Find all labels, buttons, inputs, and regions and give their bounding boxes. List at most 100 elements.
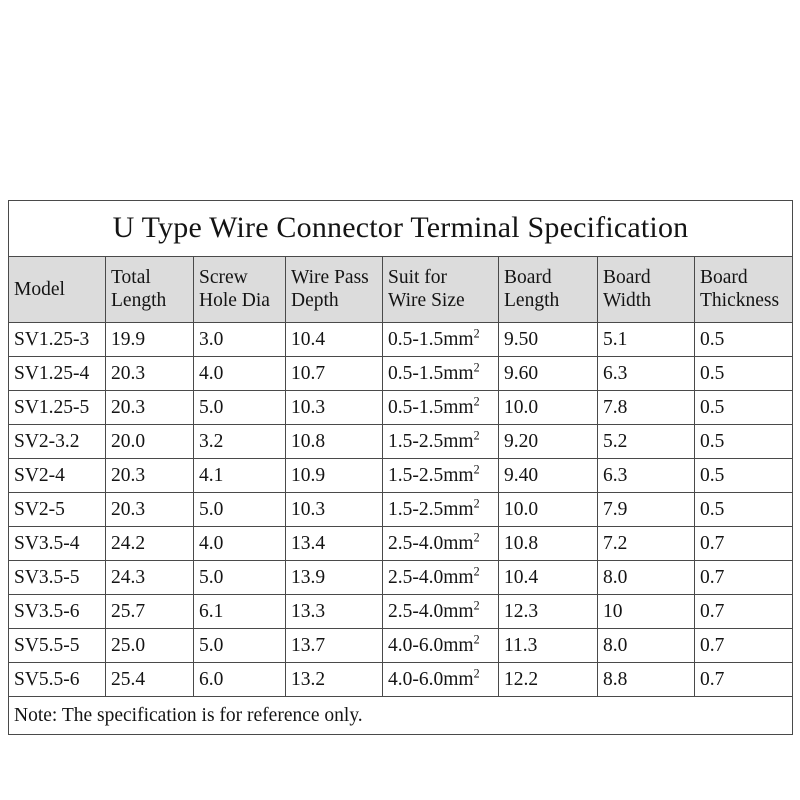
cell-suit-for-wire-size: 4.0-6.0mm2 [382, 662, 499, 698]
cell-model: SV1.25-4 [8, 356, 106, 392]
cell-screw-hole-dia: 6.0 [193, 662, 286, 698]
cell-board-width: 7.2 [597, 526, 695, 562]
cell-model: SV2-4 [8, 458, 106, 494]
cell-suit-for-wire-size: 1.5-2.5mm2 [382, 492, 499, 528]
cell-suit-for-wire-size: 2.5-4.0mm2 [382, 526, 499, 562]
wire-size-value: 1.5-2.5mm [388, 465, 474, 487]
cell-board-width: 8.0 [597, 560, 695, 596]
table-row: SV5.5-5 25.0 5.0 13.7 4.0-6.0mm2 11.3 8.0 0.7 [8, 628, 793, 664]
column-header-screw-hole-dia: Screw Hole Dia [193, 256, 286, 324]
cell-total-length: 20.3 [105, 458, 194, 494]
cell-screw-hole-dia: 4.0 [193, 526, 286, 562]
cell-board-thickness: 0.5 [694, 458, 793, 494]
cell-model: SV3.5-6 [8, 594, 106, 630]
wire-size-superscript: 2 [473, 428, 480, 443]
cell-board-width: 8.0 [597, 628, 695, 664]
table-row: SV1.25-5 20.3 5.0 10.3 0.5-1.5mm2 10.0 7.8 0.5 [8, 390, 793, 426]
column-header-wire-pass-depth: Wire Pass Depth [285, 256, 383, 324]
column-header-line-1: Model [14, 278, 65, 300]
cell-total-length: 19.9 [105, 322, 194, 358]
cell-total-length: 20.3 [105, 390, 194, 426]
cell-suit-for-wire-size: 2.5-4.0mm2 [382, 594, 499, 630]
cell-board-thickness: 0.5 [694, 390, 793, 426]
cell-suit-for-wire-size: 2.5-4.0mm2 [382, 560, 499, 596]
cell-wire-pass-depth: 13.2 [285, 662, 383, 698]
column-header-model: Model [8, 256, 106, 324]
cell-suit-for-wire-size: 0.5-1.5mm2 [382, 356, 499, 392]
specification-table: U Type Wire Connector Terminal Specifica… [8, 199, 793, 736]
cell-suit-for-wire-size: 1.5-2.5mm2 [382, 424, 499, 460]
cell-screw-hole-dia: 3.2 [193, 424, 286, 460]
wire-size-value: 2.5-4.0mm [388, 533, 474, 555]
cell-board-width: 6.3 [597, 356, 695, 392]
wire-size-superscript: 2 [473, 530, 480, 545]
wire-size-superscript: 2 [473, 360, 480, 375]
table-row: SV2-4 20.3 4.1 10.9 1.5-2.5mm2 9.40 6.3 0.5 [8, 458, 793, 494]
column-header-line-1: Screw [199, 267, 248, 289]
cell-board-length: 10.0 [498, 492, 598, 528]
cell-model: SV1.25-5 [8, 390, 106, 426]
cell-wire-pass-depth: 13.9 [285, 560, 383, 596]
cell-model: SV2-3.2 [8, 424, 106, 460]
table-row: SV1.25-4 20.3 4.0 10.7 0.5-1.5mm2 9.60 6.3 0.5 [8, 356, 793, 392]
wire-size-value: 0.5-1.5mm [388, 329, 474, 351]
cell-board-thickness: 0.7 [694, 526, 793, 562]
cell-wire-pass-depth: 13.3 [285, 594, 383, 630]
cell-board-length: 10.4 [498, 560, 598, 596]
table-header-row: Model Total Length Screw Hole Dia Wire Pass De… [8, 256, 793, 324]
cell-screw-hole-dia: 5.0 [193, 560, 286, 596]
cell-board-thickness: 0.5 [694, 424, 793, 460]
cell-suit-for-wire-size: 0.5-1.5mm2 [382, 322, 499, 358]
wire-size-value: 1.5-2.5mm [388, 431, 474, 453]
cell-board-length: 12.2 [498, 662, 598, 698]
wire-size-superscript: 2 [473, 666, 480, 681]
wire-size-superscript: 2 [473, 564, 480, 579]
cell-model: SV5.5-6 [8, 662, 106, 698]
cell-wire-pass-depth: 13.7 [285, 628, 383, 664]
wire-size-superscript: 2 [473, 598, 480, 613]
cell-total-length: 20.3 [105, 492, 194, 528]
cell-board-width: 7.8 [597, 390, 695, 426]
table-row: SV3.5-5 24.3 5.0 13.9 2.5-4.0mm2 10.4 8.0 0.7 [8, 560, 793, 596]
cell-board-width: 5.2 [597, 424, 695, 460]
cell-screw-hole-dia: 5.0 [193, 628, 286, 664]
cell-board-thickness: 0.7 [694, 594, 793, 630]
wire-size-superscript: 2 [473, 326, 480, 341]
column-header-line-1: Wire Pass [291, 267, 369, 289]
cell-wire-pass-depth: 10.7 [285, 356, 383, 392]
column-header-line-1: Suit for [388, 267, 448, 289]
table-row: SV3.5-4 24.2 4.0 13.4 2.5-4.0mm2 10.8 7.2 0.7 [8, 526, 793, 562]
cell-screw-hole-dia: 6.1 [193, 594, 286, 630]
cell-model: SV1.25-3 [8, 322, 106, 358]
wire-size-superscript: 2 [473, 632, 480, 647]
table-row: SV1.25-3 19.9 3.0 10.4 0.5-1.5mm2 9.50 5.1 0.5 [8, 322, 793, 358]
cell-total-length: 24.2 [105, 526, 194, 562]
table-note-row: Note: The specification is for reference… [8, 696, 793, 736]
column-header-line-1: Board [603, 267, 651, 289]
column-header-line-2: Length [111, 290, 167, 312]
cell-screw-hole-dia: 4.0 [193, 356, 286, 392]
column-header-line-1: Total [111, 267, 151, 289]
column-header-line-2: Hole Dia [199, 290, 270, 312]
cell-wire-pass-depth: 10.8 [285, 424, 383, 460]
column-header-suit-for-wire-size: Suit for Wire Size [382, 256, 499, 324]
wire-size-value: 1.5-2.5mm [388, 499, 474, 521]
cell-board-length: 10.8 [498, 526, 598, 562]
cell-total-length: 25.7 [105, 594, 194, 630]
cell-board-width: 5.1 [597, 322, 695, 358]
cell-board-length: 11.3 [498, 628, 598, 664]
cell-board-length: 9.40 [498, 458, 598, 494]
cell-model: SV3.5-4 [8, 526, 106, 562]
wire-size-value: 4.0-6.0mm [388, 635, 474, 657]
cell-total-length: 25.0 [105, 628, 194, 664]
cell-board-thickness: 0.7 [694, 560, 793, 596]
table-title: U Type Wire Connector Terminal Specifica… [8, 199, 793, 258]
column-header-line-2: Width [603, 290, 651, 312]
cell-total-length: 20.0 [105, 424, 194, 460]
cell-total-length: 25.4 [105, 662, 194, 698]
table-row: SV2-3.2 20.0 3.2 10.8 1.5-2.5mm2 9.20 5.2 0.5 [8, 424, 793, 460]
wire-size-value: 2.5-4.0mm [388, 567, 474, 589]
table-title-row: U Type Wire Connector Terminal Specifica… [8, 199, 793, 258]
cell-screw-hole-dia: 4.1 [193, 458, 286, 494]
cell-screw-hole-dia: 5.0 [193, 492, 286, 528]
